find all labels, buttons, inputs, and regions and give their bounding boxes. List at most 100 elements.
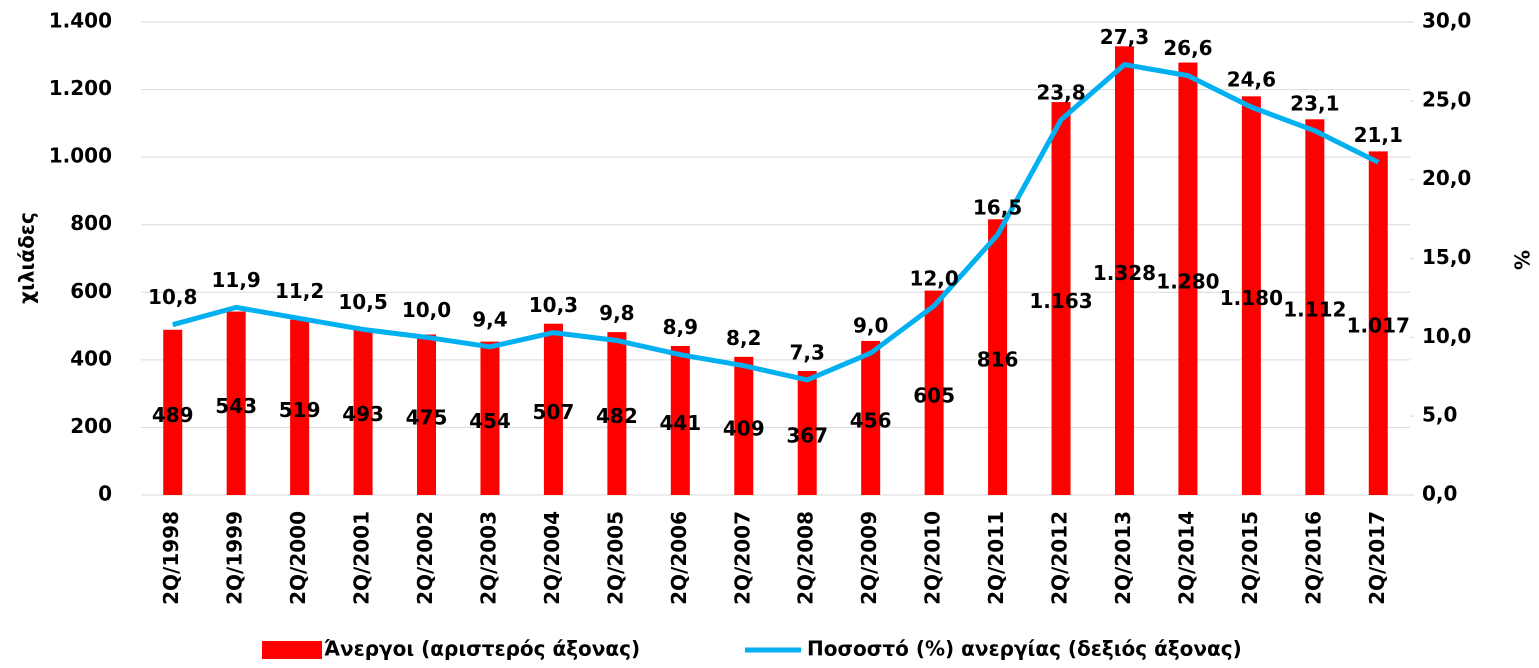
line-value-label: 23,1 — [1290, 91, 1339, 115]
bar — [417, 334, 437, 495]
y-axis-title: χιλιάδες — [15, 212, 39, 304]
bar-value-label: 482 — [596, 404, 638, 428]
y2-tick-label: 20,0 — [1422, 166, 1471, 190]
x-tick-label: 2Q/2011 — [984, 511, 1008, 605]
legend-swatch — [262, 641, 322, 659]
line-value-label: 23,8 — [1036, 80, 1085, 104]
bar-value-label: 489 — [152, 403, 194, 427]
bar-value-label: 475 — [406, 405, 448, 429]
x-tick-label: 2Q/2002 — [413, 511, 437, 605]
bar-value-label: 1.112 — [1283, 298, 1346, 322]
bar-value-label: 543 — [215, 394, 257, 418]
x-tick-label: 2Q/2003 — [476, 511, 500, 605]
legend-label: Ποσοστό (%) ανεργίας (δεξιός άξονας) — [807, 637, 1242, 661]
line-value-label: 10,5 — [338, 290, 387, 314]
x-tick-label: 2Q/2010 — [921, 511, 945, 605]
bar-value-label: 507 — [533, 400, 575, 424]
x-tick-label: 2Q/2015 — [1238, 511, 1262, 605]
x-tick-label: 2Q/2013 — [1111, 511, 1135, 605]
line-value-label: 10,8 — [148, 285, 197, 309]
x-tick-label: 2Q/2004 — [540, 511, 564, 605]
bar-value-label: 816 — [977, 348, 1019, 372]
bar — [734, 356, 754, 495]
legend-label: Άνεργοι (αριστερός άξονας) — [324, 637, 640, 661]
bar-value-label: 441 — [659, 411, 701, 435]
bar — [163, 329, 183, 495]
bar — [670, 346, 690, 495]
line-value-label: 21,1 — [1354, 123, 1403, 147]
line-value-label: 27,3 — [1100, 25, 1149, 49]
line-value-label: 7,3 — [790, 340, 825, 364]
y-tick-label: 200 — [70, 414, 112, 438]
line — [172, 62, 1380, 383]
line-value-label: 24,6 — [1227, 68, 1276, 92]
line-value-label: 16,5 — [973, 195, 1022, 219]
bar — [607, 332, 627, 495]
y-tick-label: 400 — [70, 346, 112, 370]
x-tick-label: 2Q/2014 — [1174, 511, 1198, 605]
bar-value-label: 456 — [850, 408, 892, 432]
y2-tick-label: 25,0 — [1422, 87, 1471, 111]
bar — [1368, 151, 1388, 495]
bar-value-label: 519 — [279, 398, 321, 422]
line-value-label: 11,9 — [211, 268, 260, 292]
y2-tick-label: 5,0 — [1422, 403, 1457, 427]
x-tick-label: 2Q/2008 — [794, 511, 818, 605]
y-tick-label: 0 — [98, 482, 112, 506]
bar — [1114, 46, 1134, 495]
x-tick-label: 2Q/2006 — [667, 511, 691, 605]
bar-value-label: 454 — [469, 409, 511, 433]
x-tick-label: 2Q/2005 — [603, 511, 627, 605]
y2-tick-label: 0,0 — [1422, 482, 1457, 506]
bar — [1178, 62, 1198, 496]
bar-value-label: 367 — [786, 424, 828, 448]
y-tick-label: 1.200 — [49, 76, 112, 100]
y-tick-label: 600 — [70, 279, 112, 303]
bar — [924, 290, 944, 495]
bar — [226, 311, 246, 495]
bar — [543, 323, 563, 495]
bar — [797, 371, 817, 495]
line-value-label: 9,8 — [599, 301, 634, 325]
bar-value-label: 1.163 — [1029, 289, 1092, 313]
line-value-label: 26,6 — [1163, 36, 1212, 60]
bar-value-label: 1.017 — [1347, 314, 1410, 338]
line-value-label: 12,0 — [909, 266, 958, 290]
bar-value-label: 409 — [723, 416, 765, 440]
x-tick-label: 2Q/2000 — [286, 511, 310, 605]
line-value-label: 10,0 — [402, 298, 451, 322]
x-tick-label: 2Q/2016 — [1301, 511, 1325, 605]
bar-value-label: 493 — [342, 402, 384, 426]
y2-tick-label: 30,0 — [1422, 9, 1471, 33]
x-tick-label: 2Q/1998 — [159, 511, 183, 605]
line-value-label: 9,0 — [853, 314, 888, 338]
bar-value-label: 605 — [913, 383, 955, 407]
bar — [353, 328, 373, 495]
y2-tick-label: 15,0 — [1422, 245, 1471, 269]
x-tick-label: 2Q/2001 — [350, 511, 374, 605]
bar-value-label: 1.328 — [1093, 261, 1156, 285]
line-value-label: 8,9 — [663, 315, 698, 339]
line-value-label: 10,3 — [529, 293, 578, 317]
line-value-label: 11,2 — [275, 279, 324, 303]
y-tick-label: 1.400 — [49, 9, 112, 33]
bar — [1051, 102, 1071, 495]
bar-value-label: 1.280 — [1156, 269, 1219, 293]
bar — [861, 340, 881, 495]
bar-value-label: 1.180 — [1220, 286, 1283, 310]
x-tick-label: 2Q/2007 — [730, 511, 754, 605]
bar — [480, 341, 500, 495]
line-value-label: 9,4 — [472, 307, 507, 331]
bar — [988, 219, 1008, 495]
y2-axis-title: % — [1510, 250, 1534, 270]
bar — [1305, 119, 1325, 495]
x-tick-label: 2Q/2009 — [857, 511, 881, 605]
x-tick-label: 2Q/1999 — [223, 511, 247, 605]
y-tick-label: 800 — [70, 211, 112, 235]
x-tick-label: 2Q/2012 — [1048, 511, 1072, 605]
y2-tick-label: 10,0 — [1422, 324, 1471, 348]
x-tick-label: 2Q/2017 — [1365, 511, 1389, 605]
bar — [290, 319, 310, 495]
line-value-label: 8,2 — [726, 326, 761, 350]
